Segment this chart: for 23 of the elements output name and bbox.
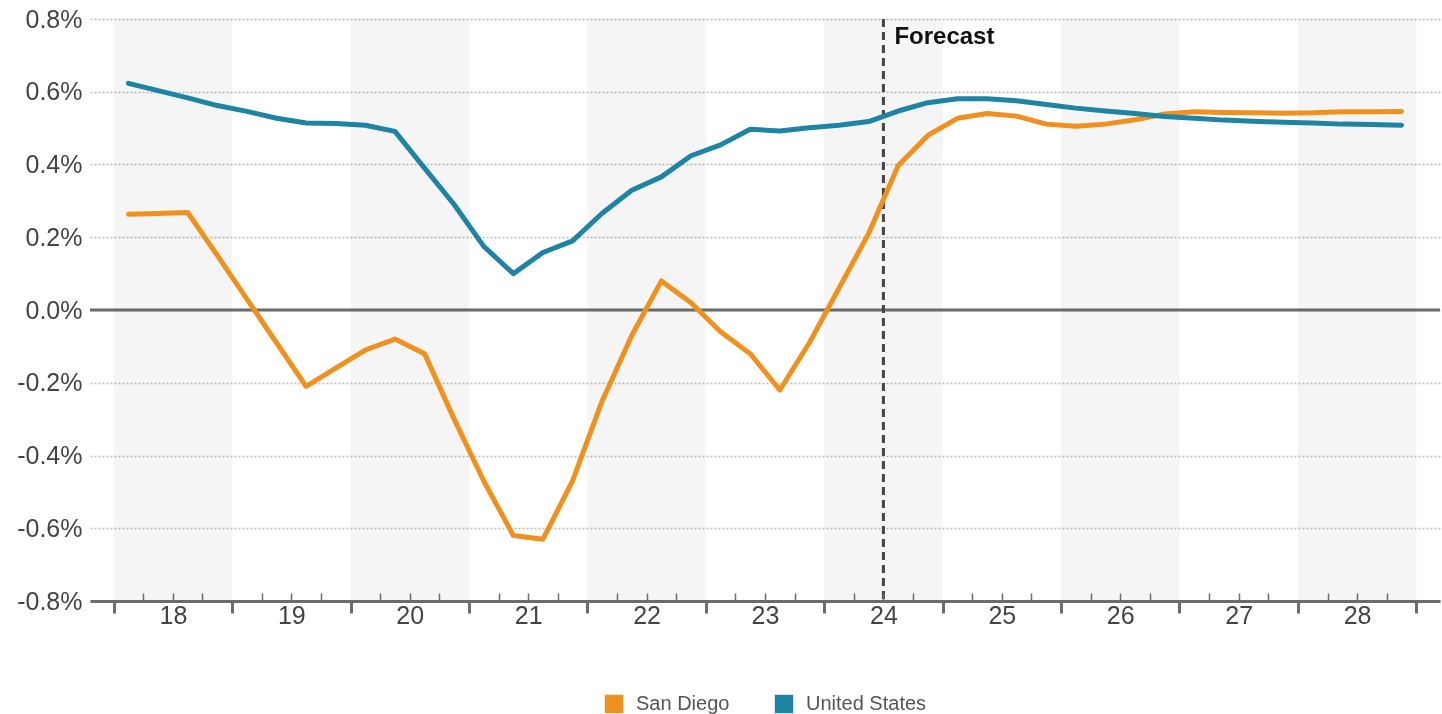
x-tick-label: 18 — [159, 600, 188, 629]
y-tick-label: 0.4% — [25, 150, 83, 178]
ref-line-label: Forecast — [894, 22, 995, 49]
y-tick-label: -0.4% — [17, 441, 83, 469]
x-tick-label: 24 — [870, 600, 898, 629]
x-tick-label: 27 — [1225, 600, 1254, 629]
x-tick-label: 21 — [514, 600, 543, 629]
y-tick-label: 0.8% — [25, 4, 83, 33]
x-tick-label: 28 — [1343, 600, 1372, 629]
y-tick-label: 0.6% — [25, 77, 83, 106]
y-tick-label: -0.6% — [17, 513, 83, 542]
y-tick-label: 0.0% — [25, 295, 83, 324]
x-tick-label: 19 — [277, 600, 306, 629]
legend-label: San Diego — [636, 692, 730, 714]
x-tick-label: 23 — [751, 600, 780, 629]
x-tick-label: 20 — [396, 600, 425, 629]
legend-label: United States — [806, 692, 927, 714]
x-tick-label: 22 — [633, 600, 661, 629]
y-tick-label: -0.8% — [17, 586, 83, 615]
y-tick-label: 0.2% — [25, 222, 83, 251]
x-tick-label: 26 — [1106, 600, 1135, 629]
x-tick-label: 25 — [988, 600, 1017, 629]
y-tick-label: -0.2% — [17, 368, 83, 397]
